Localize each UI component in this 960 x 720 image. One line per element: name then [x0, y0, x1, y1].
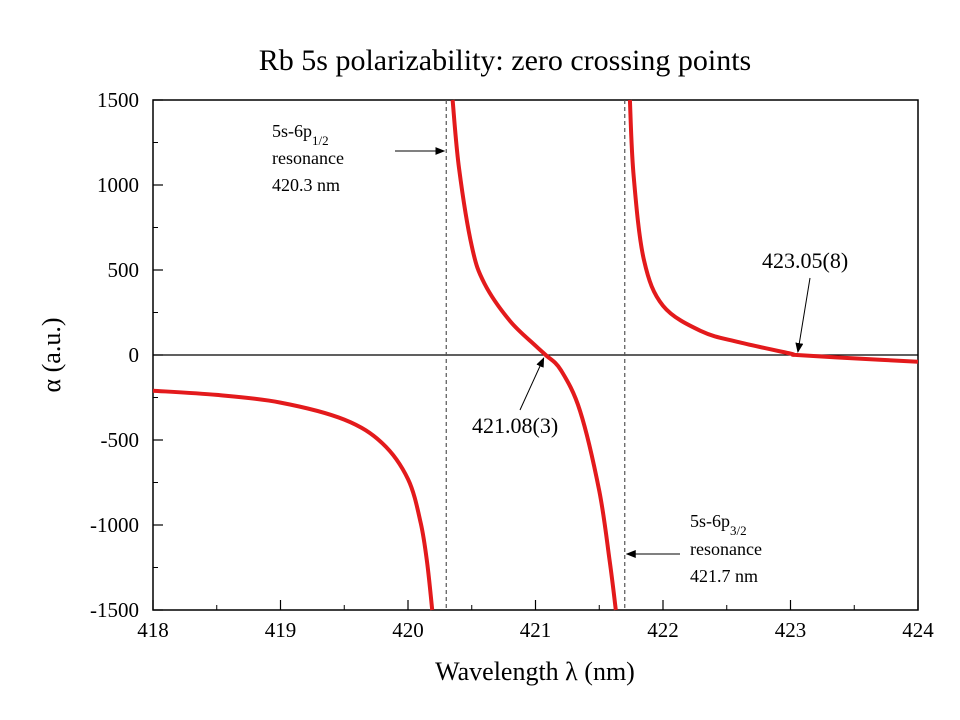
resonance-lines	[445, 100, 626, 610]
x-tick-label: 421	[520, 618, 552, 642]
resonance-label-2-line2: resonance	[690, 539, 762, 559]
polarizability-curves	[152, 99, 919, 611]
resonance-label-1-line2: resonance	[272, 148, 344, 168]
x-tick-label: 422	[647, 618, 679, 642]
polarizability-series-line	[152, 388, 435, 611]
polarizability-series-line	[450, 99, 618, 611]
resonance-label-1-line3: 420.3 nm	[272, 175, 340, 195]
y-tick-label: -1500	[90, 598, 139, 622]
x-tick-label: 424	[902, 618, 934, 642]
polarizability-series-line	[627, 99, 919, 364]
zero-crossing-arrow-2	[795, 277, 811, 353]
y-tick-label: 500	[108, 258, 140, 282]
x-axis-label: Wavelength λ (nm)	[435, 657, 635, 686]
x-tick-label: 418	[137, 618, 169, 642]
resonance-label-2-line3: 421.7 nm	[690, 566, 758, 586]
x-axis: 418 419 420 421 422 423 424	[137, 600, 934, 642]
y-axis: -1500 -1000 -500 0 500 1000 1500	[90, 88, 163, 622]
zero-crossing-label-1: 421.08(3)	[472, 413, 558, 438]
y-tick-label: 0	[129, 343, 140, 367]
resonance-label-2: 5s-6p3/2	[690, 511, 747, 538]
resonance-label-1: 5s-6p1/2	[272, 121, 329, 148]
y-tick-label: -1000	[90, 513, 139, 537]
y-tick-label: -500	[101, 428, 140, 452]
y-axis-label: α (a.u.)	[37, 318, 66, 393]
y-tick-label: 1000	[97, 173, 139, 197]
y-tick-label: 1500	[97, 88, 139, 112]
x-tick-label: 420	[392, 618, 424, 642]
zero-crossing-label-2: 423.05(8)	[762, 248, 848, 273]
chart-title: Rb 5s polarizability: zero crossing poin…	[259, 44, 751, 77]
x-tick-label: 419	[265, 618, 297, 642]
zero-crossing-arrow-1	[519, 357, 545, 411]
x-tick-label: 423	[775, 618, 807, 642]
